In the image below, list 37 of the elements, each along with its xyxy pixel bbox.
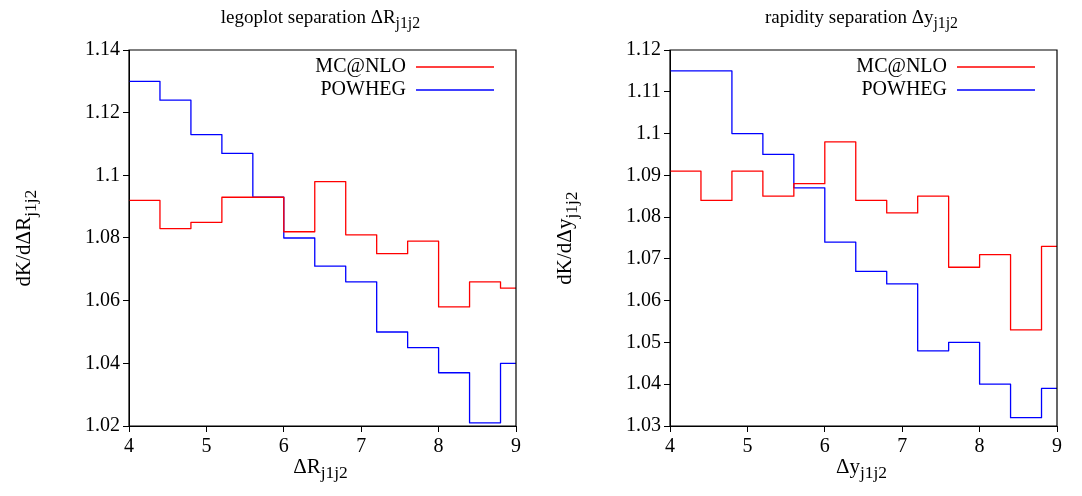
y-tick-label: 1.03	[626, 413, 661, 436]
y-tick-label: 1.04	[85, 350, 120, 373]
y-tick-label: 1.07	[626, 246, 661, 269]
y-tick-label: 1.12	[626, 37, 661, 60]
x-tick-label: 4	[124, 434, 134, 457]
y-tick-label: 1.09	[626, 162, 661, 185]
chart-title: legoplot separation ΔR$_{j1j2}$	[220, 6, 421, 32]
x-tick-label: 9	[511, 434, 521, 457]
legend-label: POWHEG	[861, 77, 947, 100]
y-tick-label: 1.08	[85, 225, 120, 248]
x-tick-label: 7	[897, 434, 908, 457]
x-tick-label: 8	[433, 434, 444, 457]
x-axis-title: ΔR$_{j1j2}$	[293, 454, 348, 484]
x-tick-label: 5	[201, 434, 212, 457]
x-tick-label: 4	[665, 434, 675, 457]
y-tick-label: 1.06	[626, 287, 661, 310]
y-tick-label: 1.08	[626, 204, 661, 227]
x-axis-title: Δy$_{j1j2}$	[835, 454, 888, 484]
legend-label: MC@NLO	[315, 54, 406, 78]
y-tick-label: 1.06	[85, 287, 120, 310]
y-tick-label: 1.12	[85, 99, 120, 122]
x-tick-label: 6	[278, 434, 289, 457]
chart-title: rapidity separation Δy$_{j1j2}$	[764, 6, 959, 32]
x-tick-label: 5	[742, 434, 753, 457]
x-tick-label: 9	[1052, 434, 1062, 457]
x-tick-label: 7	[356, 434, 367, 457]
y-tick-label: 1.02	[85, 413, 120, 436]
legend-label: POWHEG	[320, 77, 406, 100]
y-tick-label: 1.04	[626, 371, 661, 394]
y-tick-label: 1.11	[626, 79, 661, 102]
y-tick-label: 1.05	[626, 329, 661, 352]
x-tick-label: 8	[974, 434, 985, 457]
y-tick-label: 1.1	[636, 120, 661, 143]
x-tick-label: 6	[819, 434, 830, 457]
y-tick-label: 1.14	[85, 37, 120, 60]
y-tick-label: 1.1	[95, 162, 120, 185]
legend-label: MC@NLO	[856, 54, 947, 78]
